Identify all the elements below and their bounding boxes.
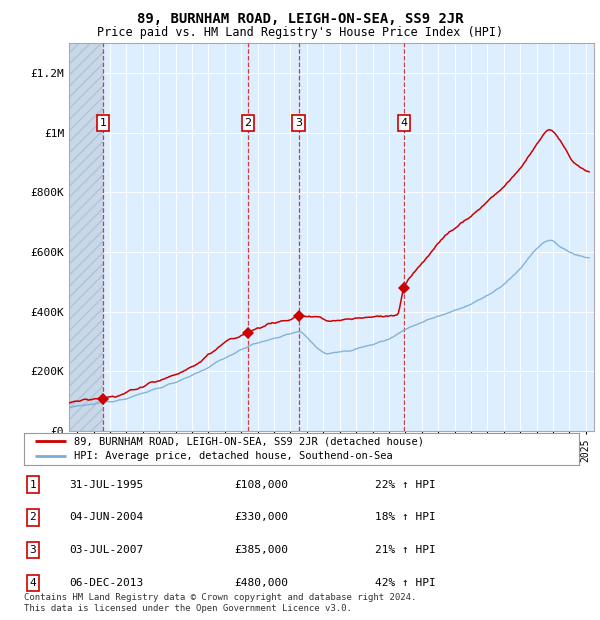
Text: 1: 1 <box>29 479 37 490</box>
Text: 4: 4 <box>400 118 407 128</box>
Text: 21% ↑ HPI: 21% ↑ HPI <box>375 545 436 556</box>
Text: 42% ↑ HPI: 42% ↑ HPI <box>375 578 436 588</box>
Text: 03-JUL-2007: 03-JUL-2007 <box>69 545 143 556</box>
Text: £480,000: £480,000 <box>234 578 288 588</box>
Text: 2: 2 <box>29 512 37 523</box>
Text: 3: 3 <box>295 118 302 128</box>
Text: £330,000: £330,000 <box>234 512 288 523</box>
Text: 89, BURNHAM ROAD, LEIGH-ON-SEA, SS9 2JR (detached house): 89, BURNHAM ROAD, LEIGH-ON-SEA, SS9 2JR … <box>74 436 424 446</box>
Text: 1: 1 <box>100 118 107 128</box>
Text: Price paid vs. HM Land Registry's House Price Index (HPI): Price paid vs. HM Land Registry's House … <box>97 26 503 39</box>
Bar <box>69 43 103 431</box>
Text: 18% ↑ HPI: 18% ↑ HPI <box>375 512 436 523</box>
Text: 31-JUL-1995: 31-JUL-1995 <box>69 479 143 490</box>
Text: 04-JUN-2004: 04-JUN-2004 <box>69 512 143 523</box>
Text: 89, BURNHAM ROAD, LEIGH-ON-SEA, SS9 2JR: 89, BURNHAM ROAD, LEIGH-ON-SEA, SS9 2JR <box>137 12 463 27</box>
Text: 4: 4 <box>29 578 37 588</box>
Text: 3: 3 <box>29 545 37 556</box>
Text: £108,000: £108,000 <box>234 479 288 490</box>
Text: £385,000: £385,000 <box>234 545 288 556</box>
Text: 06-DEC-2013: 06-DEC-2013 <box>69 578 143 588</box>
Text: HPI: Average price, detached house, Southend-on-Sea: HPI: Average price, detached house, Sout… <box>74 451 392 461</box>
Text: 2: 2 <box>245 118 252 128</box>
Text: 22% ↑ HPI: 22% ↑ HPI <box>375 479 436 490</box>
Text: Contains HM Land Registry data © Crown copyright and database right 2024.
This d: Contains HM Land Registry data © Crown c… <box>24 593 416 613</box>
